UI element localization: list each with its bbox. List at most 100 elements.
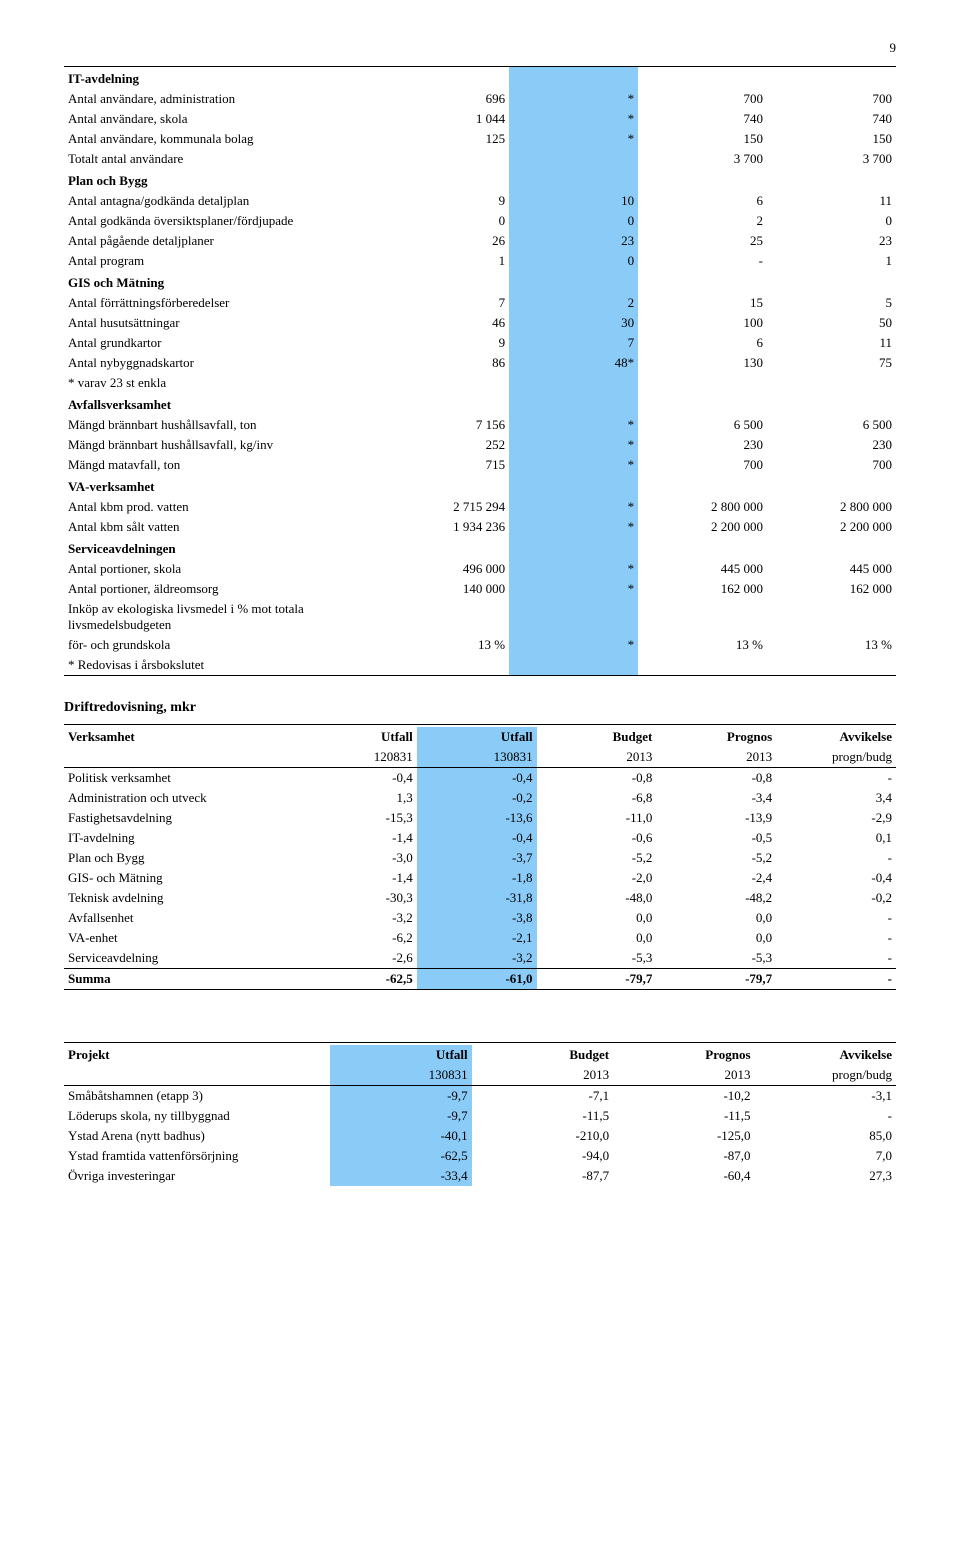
metric-value: 6 500	[767, 415, 896, 435]
metric-label: Antal program	[64, 251, 380, 271]
drift-cell: -5,3	[656, 948, 776, 969]
metric-value: 150	[638, 129, 767, 149]
drift-cell: -0,5	[656, 828, 776, 848]
metric-value: 1	[767, 251, 896, 271]
drift-row-label: VA-enhet	[64, 928, 297, 948]
metric-value: *	[509, 455, 638, 475]
metric-value	[509, 373, 638, 393]
metric-value	[380, 373, 509, 393]
projekt-cell: -87,0	[613, 1146, 754, 1166]
drift-cell: -1,4	[297, 868, 417, 888]
projekt-row-label: Ystad framtida vattenförsörjning	[64, 1146, 330, 1166]
projekt-cell: -60,4	[613, 1166, 754, 1186]
metric-value	[638, 599, 767, 635]
metric-label: Mängd brännbart hushållsavfall, kg/inv	[64, 435, 380, 455]
metric-value: 7	[380, 293, 509, 313]
metric-label: Antal användare, administration	[64, 89, 380, 109]
metric-value: 740	[767, 109, 896, 129]
projekt-row-label: Övriga investeringar	[64, 1166, 330, 1186]
drift-cell: -0,8	[656, 768, 776, 789]
metric-value	[767, 599, 896, 635]
metric-value: 0	[380, 211, 509, 231]
metric-label: Inköp av ekologiska livsmedel i % mot to…	[64, 599, 380, 635]
metric-value: 125	[380, 129, 509, 149]
metric-value: 23	[767, 231, 896, 251]
projekt-cell: -11,5	[613, 1106, 754, 1126]
drift-cell: -13,9	[656, 808, 776, 828]
metric-value: 11	[767, 191, 896, 211]
metric-value: 7 156	[380, 415, 509, 435]
drift-cell: -6,8	[537, 788, 657, 808]
drift-cell: -	[776, 948, 896, 969]
metric-label: Antal portioner, skola	[64, 559, 380, 579]
projekt-cell: -33,4	[330, 1166, 471, 1186]
drift-cell: -0,4	[776, 868, 896, 888]
drift-cell: -0,2	[776, 888, 896, 908]
metric-value: 700	[767, 89, 896, 109]
metric-value: 26	[380, 231, 509, 251]
drift-cell: -11,0	[537, 808, 657, 828]
projekt-cell: 27,3	[755, 1166, 896, 1186]
drift-row-label: Avfallsenhet	[64, 908, 297, 928]
projekt-cell: -9,7	[330, 1086, 471, 1107]
projekt-cell: 85,0	[755, 1126, 896, 1146]
col-utfall: Utfall	[330, 1045, 471, 1065]
drift-cell: -48,2	[656, 888, 776, 908]
metric-label: Mängd matavfall, ton	[64, 455, 380, 475]
metric-label: Mängd brännbart hushållsavfall, ton	[64, 415, 380, 435]
metric-value: 46	[380, 313, 509, 333]
projekt-cell: -87,7	[472, 1166, 613, 1186]
metric-value: 715	[380, 455, 509, 475]
metric-value: 13 %	[638, 635, 767, 655]
metric-value: 0	[767, 211, 896, 231]
metric-value: *	[509, 559, 638, 579]
metric-value: 130	[638, 353, 767, 373]
metric-value: 140 000	[380, 579, 509, 599]
projekt-cell: -3,1	[755, 1086, 896, 1107]
metric-value: 7	[509, 333, 638, 353]
metric-value: 740	[638, 109, 767, 129]
metric-value	[380, 599, 509, 635]
metric-label: Antal förrättningsförberedelser	[64, 293, 380, 313]
drift-row-label: Politisk verksamhet	[64, 768, 297, 789]
section-head: Avfallsverksamhet	[64, 393, 380, 415]
metric-value: 2 200 000	[638, 517, 767, 537]
drift-cell: -	[776, 908, 896, 928]
metric-value: 2 715 294	[380, 497, 509, 517]
metric-label: * Redovisas i årsbokslutet	[64, 655, 380, 675]
projekt-cell: 7,0	[755, 1146, 896, 1166]
drift-cell: -0,4	[417, 828, 537, 848]
drift-row-label: Administration och utveck	[64, 788, 297, 808]
projekt-row-label: Småbåtshamnen (etapp 3)	[64, 1086, 330, 1107]
summa-label: Summa	[64, 969, 297, 990]
drift-cell: -5,2	[537, 848, 657, 868]
metric-value: 86	[380, 353, 509, 373]
drift-row-label: IT-avdelning	[64, 828, 297, 848]
projekt-cell: -	[755, 1106, 896, 1126]
metric-label: Antal användare, kommunala bolag	[64, 129, 380, 149]
section-head: VA-verksamhet	[64, 475, 380, 497]
metric-value	[509, 149, 638, 169]
col-budget: Budget	[537, 727, 657, 747]
drift-cell: -30,3	[297, 888, 417, 908]
metric-value	[509, 655, 638, 675]
metric-value: 162 000	[767, 579, 896, 599]
metric-label: Totalt antal användare	[64, 149, 380, 169]
drift-cell: -2,4	[656, 868, 776, 888]
drift-cell: 0,0	[537, 908, 657, 928]
projekt-cell: -94,0	[472, 1146, 613, 1166]
metric-value: 3 700	[767, 149, 896, 169]
drift-table: Verksamhet Utfall Utfall Budget Prognos …	[64, 724, 896, 990]
col-prognos: Prognos	[656, 727, 776, 747]
metric-value	[380, 149, 509, 169]
metric-value: 6	[638, 333, 767, 353]
metric-value: 9	[380, 333, 509, 353]
projekt-row-label: Löderups skola, ny tillbyggnad	[64, 1106, 330, 1126]
metric-value	[638, 655, 767, 675]
metric-label: Antal användare, skola	[64, 109, 380, 129]
metric-value: 75	[767, 353, 896, 373]
projekt-cell: -210,0	[472, 1126, 613, 1146]
drift-title: Driftredovisning, mkr	[64, 700, 896, 716]
drift-row-label: Serviceavdelning	[64, 948, 297, 969]
metric-label: Antal pågående detaljplaner	[64, 231, 380, 251]
